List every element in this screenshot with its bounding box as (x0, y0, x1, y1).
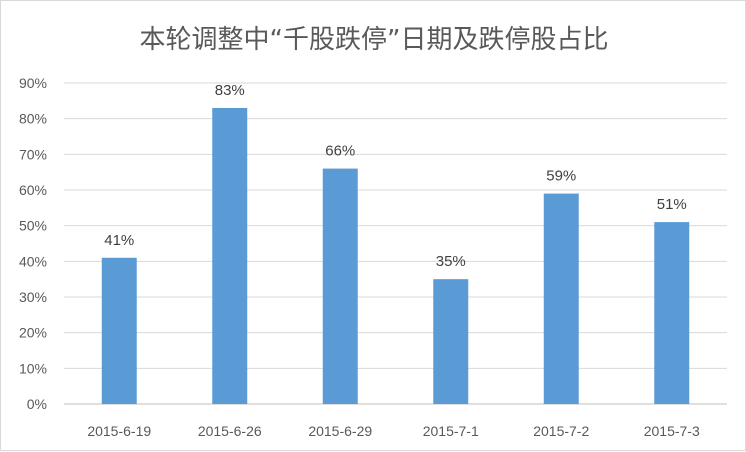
gridlines (64, 82, 727, 405)
bar (322, 168, 358, 404)
data-label: 41% (104, 232, 134, 249)
y-tick-label: 50% (19, 218, 47, 234)
data-label: 66% (325, 143, 355, 160)
y-tick-label: 20% (19, 325, 47, 341)
x-tick-label: 2015-6-29 (308, 423, 372, 439)
y-tick-label: 90% (19, 75, 47, 91)
y-tick-label: 40% (19, 253, 47, 269)
x-tick-label: 2015-6-26 (198, 423, 262, 439)
bar (433, 279, 469, 404)
x-tick-label: 2015-6-19 (87, 423, 151, 439)
bar (212, 107, 248, 404)
bar (543, 193, 579, 404)
y-tick-label: 0% (27, 396, 47, 412)
y-tick-label: 30% (19, 289, 47, 305)
data-label: 59% (546, 168, 576, 185)
data-label: 35% (436, 253, 466, 270)
data-label: 51% (657, 196, 687, 213)
x-axis: 2015-6-19 2015-6-26 2015-6-29 2015-7-1 2015-… (87, 423, 700, 439)
x-tick-label: 2015-7-2 (533, 423, 589, 439)
y-tick-label: 60% (19, 182, 47, 198)
y-tick-label: 80% (19, 111, 47, 127)
y-tick-label: 70% (19, 146, 47, 162)
x-tick-label: 2015-7-1 (423, 423, 479, 439)
chart-title: 本轮调整中“千股跌停”日期及跌停股占比 (140, 25, 609, 55)
bar (101, 257, 137, 404)
data-label: 83% (215, 82, 245, 99)
bars (101, 107, 690, 404)
x-tick-label: 2015-7-3 (644, 423, 700, 439)
data-labels: 41% 83% 66% 35% 59% 51% (104, 82, 687, 270)
y-axis: 0% 10% 20% 30% 40% 50% 60% 70% 80% 90% (19, 75, 47, 412)
y-tick-label: 10% (19, 360, 47, 376)
bar (654, 222, 690, 404)
